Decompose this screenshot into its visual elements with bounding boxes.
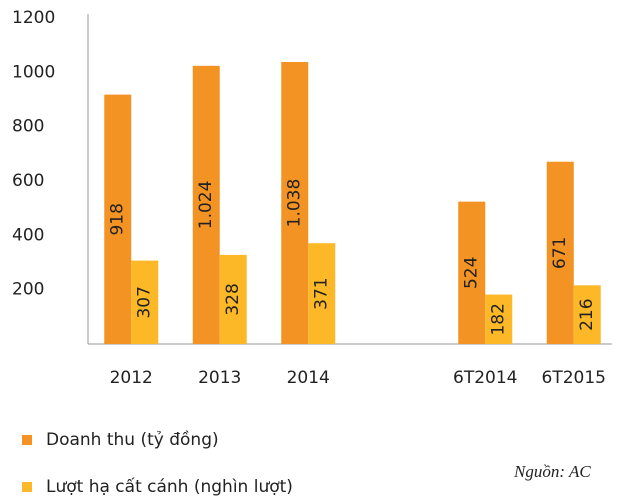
bar [485, 294, 513, 344]
y-tick-label: 1000 [12, 62, 55, 82]
data-label: 1.024 [196, 181, 216, 230]
bar [104, 94, 132, 344]
x-tick-label: 2013 [198, 368, 241, 388]
bar [458, 201, 486, 344]
legend-label: Doanh thu (tỷ đồng) [46, 429, 219, 450]
legend-label: Lượt hạ cất cánh (nghìn lượt) [46, 476, 293, 497]
data-label: 371 [312, 277, 332, 309]
data-label: 182 [489, 303, 509, 335]
bar [308, 243, 336, 344]
x-tick-label: 6T2014 [453, 368, 517, 388]
y-tick-label: 800 [12, 117, 44, 137]
y-tick-label: 1200 [12, 8, 55, 28]
y-tick-label: 600 [12, 171, 44, 191]
bar [573, 285, 601, 344]
data-label: 524 [462, 257, 482, 289]
x-tick-label: 6T2015 [542, 368, 606, 388]
data-label: 671 [550, 237, 570, 269]
data-label: 216 [577, 298, 597, 330]
data-label: 1.038 [285, 179, 305, 228]
y-tick-label: 200 [12, 280, 44, 300]
y-tick-label: 400 [12, 225, 44, 245]
bar [546, 161, 574, 344]
bar [131, 260, 159, 344]
data-label: 918 [108, 203, 128, 235]
bar [219, 254, 247, 344]
data-label: 307 [135, 286, 155, 318]
legend-swatch [22, 482, 32, 492]
bar [192, 65, 220, 345]
data-label: 328 [223, 283, 243, 315]
x-tick-label: 2014 [287, 368, 330, 388]
bar [281, 62, 309, 344]
x-tick-label: 2012 [110, 368, 153, 388]
legend-swatch [22, 435, 32, 445]
source: Nguồn: AC [513, 462, 591, 481]
